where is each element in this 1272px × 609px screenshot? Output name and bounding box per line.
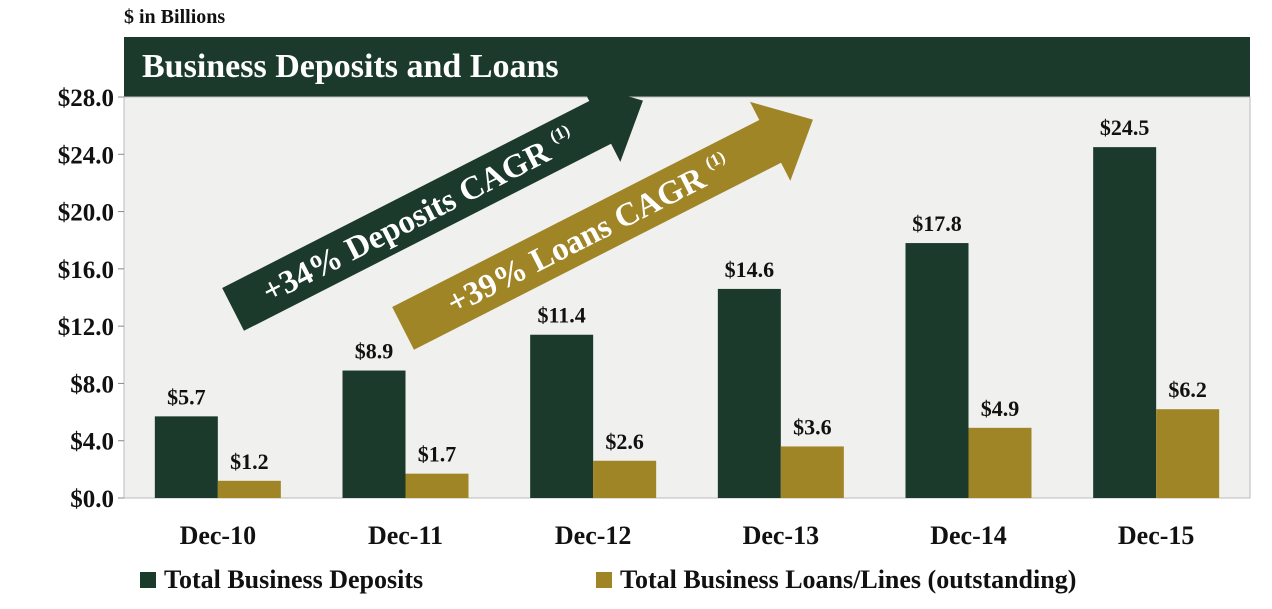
legend-item-loans: Total Business Loans/Lines (outstanding) [596, 565, 1076, 595]
bar-value-label-deposits: $5.7 [167, 384, 206, 409]
bar-value-label-loans: $1.2 [230, 449, 269, 474]
bar-value-label-loans: $2.6 [605, 429, 644, 454]
loans-cagr-arrow-shape [392, 101, 813, 350]
bar-deposits [717, 288, 781, 498]
bar-loans [217, 480, 281, 498]
y-tick-label: $12.0 [58, 314, 114, 341]
bar-loans [968, 427, 1032, 498]
x-tick-label: Dec-12 [555, 521, 632, 550]
y-tick-label: $8.0 [70, 371, 114, 398]
bar-loans [405, 473, 469, 498]
bar-value-label-deposits: $24.5 [1100, 115, 1150, 140]
units-label: $ in Billions [124, 6, 226, 28]
legend-swatch-deposits [140, 572, 156, 588]
chart-title: Business Deposits and Loans [142, 48, 559, 85]
x-tick-label: Dec-15 [1118, 521, 1195, 550]
bar-deposits [154, 416, 218, 498]
bar-value-label-deposits: $8.9 [355, 339, 394, 364]
y-tick-label: $16.0 [58, 257, 114, 284]
legend: Total Business Deposits Total Business L… [140, 565, 1260, 599]
y-tick-label: $20.0 [58, 200, 114, 227]
bar-loans [593, 460, 657, 498]
bar-value-label-deposits: $11.4 [538, 303, 586, 328]
legend-swatch-loans [596, 572, 612, 588]
bar-deposits [905, 243, 969, 498]
deposits-cagr-arrow-shape [222, 82, 643, 331]
bar-loans [1156, 409, 1220, 498]
bar-value-label-loans: $4.9 [981, 396, 1020, 421]
bar-deposits [342, 370, 406, 498]
bar-deposits [530, 334, 594, 498]
bar-value-label-loans: $3.6 [793, 414, 832, 439]
x-tick-label: Dec-11 [368, 521, 443, 550]
y-tick-label: $28.0 [58, 85, 114, 112]
bar-loans [780, 446, 844, 498]
y-tick-label: $24.0 [58, 142, 114, 169]
y-tick-label: $0.0 [70, 486, 114, 513]
x-tick-label: Dec-14 [930, 521, 1007, 550]
title-bar: Business Deposits and Loans [124, 37, 1250, 97]
x-tick-label: Dec-10 [180, 521, 257, 550]
bar-value-label-loans: $1.7 [418, 442, 457, 467]
legend-label-deposits: Total Business Deposits [164, 565, 424, 594]
bar-value-label-loans: $6.2 [1168, 377, 1207, 402]
bar-value-label-deposits: $17.8 [912, 211, 962, 236]
legend-item-deposits: Total Business Deposits [140, 565, 423, 595]
bar-deposits [1093, 147, 1157, 498]
bar-value-label-deposits: $14.6 [725, 257, 775, 282]
y-tick-label: $4.0 [70, 429, 114, 456]
x-tick-label: Dec-13 [743, 521, 820, 550]
legend-label-loans: Total Business Loans/Lines (outstanding) [620, 565, 1077, 594]
